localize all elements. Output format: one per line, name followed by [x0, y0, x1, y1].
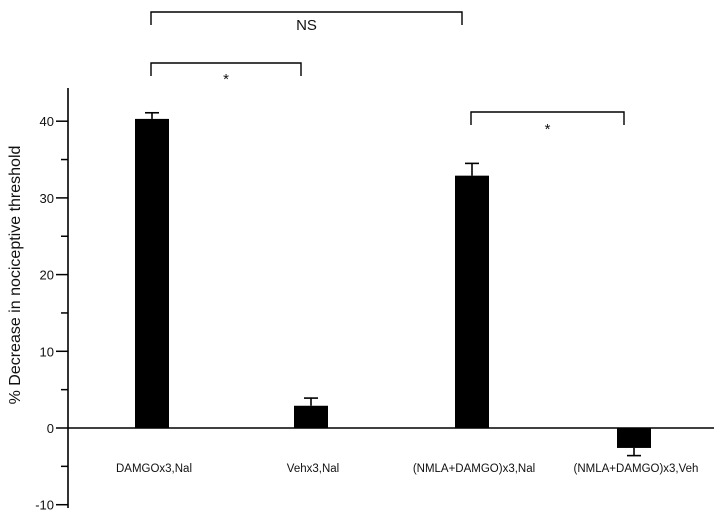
significance-bracket — [470, 111, 625, 125]
category-label: (NMLA+DAMGO)x3,Veh — [574, 463, 699, 475]
y-axis-title: % Decrease in nociceptive threshold — [7, 146, 24, 405]
y-tick-label: 0 — [47, 421, 54, 436]
bar — [294, 405, 328, 428]
y-tick-label: 30 — [40, 191, 54, 206]
significance-bracket — [150, 11, 463, 25]
significance-label: NS — [296, 17, 317, 34]
category-labels: DAMGOx3,Nal Vehx3,Nal (NMLA+DAMGO)x3,Nal (N… — [116, 463, 699, 475]
significance-brackets: * NS * — [150, 11, 625, 138]
category-label: Vehx3,Nal — [287, 463, 339, 475]
significance-label: * — [545, 121, 551, 138]
bars — [135, 111, 651, 457]
significance-label: * — [223, 71, 229, 88]
y-tick-label: 10 — [40, 344, 54, 359]
bar — [135, 118, 169, 429]
y-tick-label: 40 — [40, 114, 54, 129]
y-tick-label: -10 — [35, 498, 54, 513]
bar — [617, 428, 651, 448]
axes: -10 0 10 20 30 40 — [35, 88, 714, 513]
category-label: (NMLA+DAMGO)x3,Nal — [413, 463, 535, 475]
y-tick-label: 20 — [40, 268, 54, 283]
category-label: DAMGOx3,Nal — [116, 463, 192, 475]
significance-bracket — [150, 62, 302, 76]
bar — [455, 175, 489, 428]
